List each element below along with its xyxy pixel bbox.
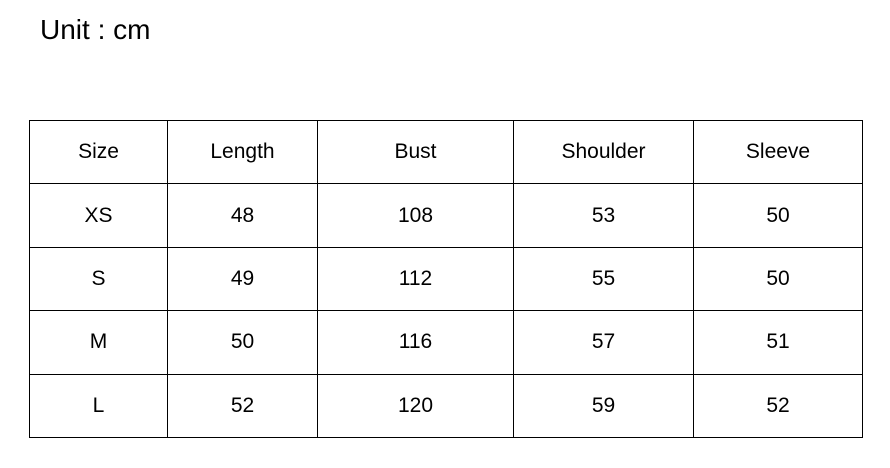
column-header-shoulder: Shoulder [513,119,694,185]
size-label-cell: S [29,246,168,312]
size-label-cell: L [29,373,168,438]
column-header-size: Size [29,119,168,185]
size-chart-table: Size Length Bust Shoulder Sleeve XS 48 108 53 50… [29,119,863,438]
measurement-cell: 59 [513,373,694,438]
measurement-cell: 50 [693,246,863,312]
measurement-cell: 53 [513,183,694,248]
table-row-s: S 49 112 55 50 [29,246,863,312]
table-row-l: L 52 120 59 52 [29,373,863,438]
measurement-cell: 112 [317,246,514,312]
measurement-cell: 48 [167,183,318,248]
table-row-m: M 50 116 57 51 [29,310,863,375]
measurement-cell: 49 [167,246,318,312]
measurement-cell: 52 [693,373,863,438]
table-body: XS 48 108 53 50 S 49 112 55 50 M 50 116 57 51 L 52 120 59 5… [29,183,863,438]
measurement-cell: 57 [513,310,694,375]
measurement-cell: 51 [693,310,863,375]
measurement-cell: 52 [167,373,318,438]
measurement-cell: 116 [317,310,514,375]
measurement-cell: 120 [317,373,514,438]
column-header-length: Length [167,119,318,185]
table-header-row: Size Length Bust Shoulder Sleeve [29,119,863,185]
column-header-sleeve: Sleeve [693,119,863,185]
table-row-xs: XS 48 108 53 50 [29,183,863,248]
measurement-cell: 50 [167,310,318,375]
measurement-cell: 108 [317,183,514,248]
unit-label: Unit : cm [40,14,151,45]
column-header-bust: Bust [317,119,514,185]
size-label-cell: XS [29,183,168,248]
size-label-cell: M [29,310,168,375]
measurement-cell: 55 [513,246,694,312]
measurement-cell: 50 [693,183,863,248]
